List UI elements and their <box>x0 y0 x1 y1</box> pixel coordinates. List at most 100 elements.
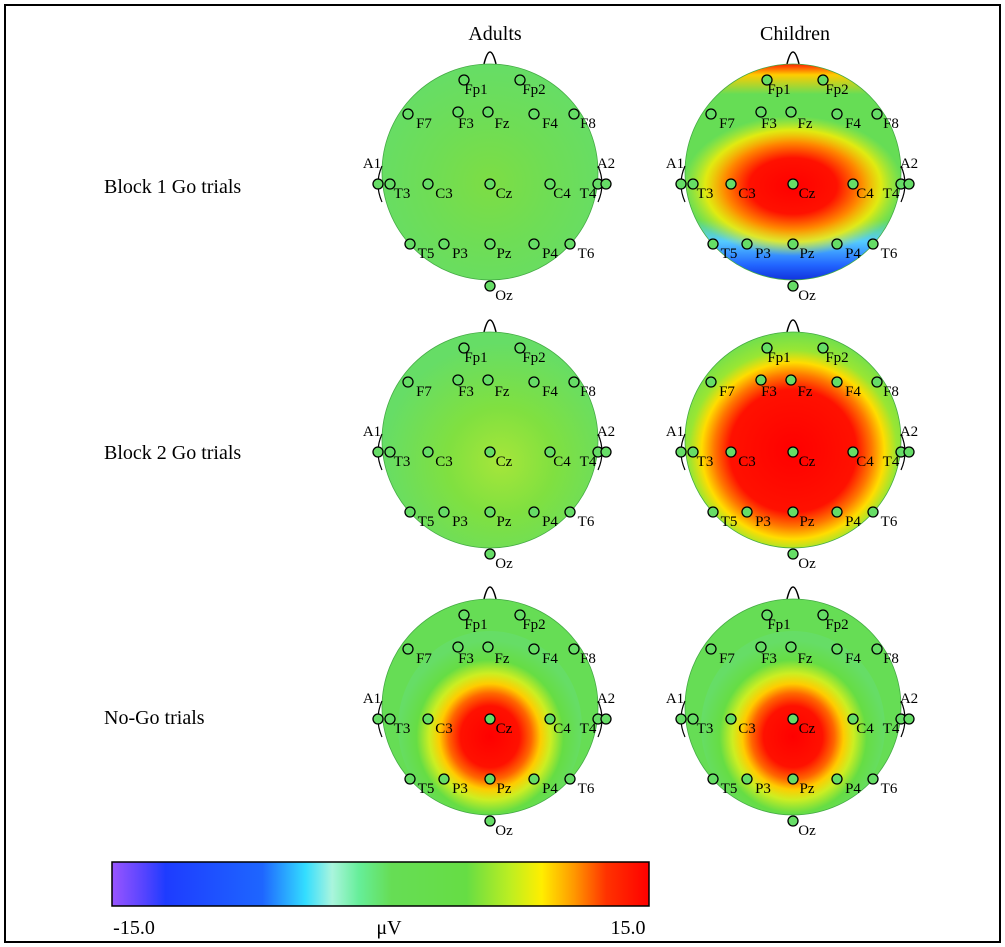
colorbar-min-label: -15.0 <box>113 917 155 939</box>
electrode-fp2-marker <box>514 342 526 354</box>
electrode-p3-marker <box>741 238 753 250</box>
electrode-t3-label: T3 <box>697 454 714 470</box>
electrode-fp1-label: Fp1 <box>767 350 790 366</box>
electrode-c3-label: C3 <box>738 454 756 470</box>
electrode-t3-marker <box>384 446 396 458</box>
electrode-c3-label: C3 <box>435 721 453 737</box>
electrode-oz-label: Oz <box>798 556 816 572</box>
electrode-c3-marker <box>422 446 434 458</box>
electrode-cz-marker <box>787 446 799 458</box>
electrode-t3-label: T3 <box>394 186 411 202</box>
electrode-pz-marker <box>484 773 496 785</box>
electrode-t5-marker <box>707 506 719 518</box>
electrode-a2-marker <box>600 178 612 190</box>
electrode-f7-label: F7 <box>416 651 432 667</box>
column-header-adults: Adults <box>468 23 522 45</box>
electrode-f7-label: F7 <box>416 384 432 400</box>
electrode-t3-marker <box>687 713 699 725</box>
electrode-fp2-marker <box>514 609 526 621</box>
electrode-f8-marker <box>871 376 883 388</box>
electrode-p4-marker <box>528 238 540 250</box>
electrode-t4-label: T4 <box>580 454 597 470</box>
electrode-c3-marker <box>725 178 737 190</box>
electrode-c3-marker <box>725 713 737 725</box>
electrode-t5-label: T5 <box>418 781 435 797</box>
electrode-a2-label: A2 <box>900 424 918 440</box>
electrode-p4-label: P4 <box>845 514 861 530</box>
electrode-fp2-label: Fp2 <box>522 350 545 366</box>
electrode-f3-label: F3 <box>458 116 474 132</box>
electrode-f4-marker <box>831 108 843 120</box>
electrode-a1-label: A1 <box>666 156 684 172</box>
electrode-a2-label: A2 <box>597 156 615 172</box>
electrode-f3-label: F3 <box>458 651 474 667</box>
row-label-nogo: No-Go trials <box>104 707 205 729</box>
electrode-c4-label: C4 <box>856 186 874 202</box>
electrode-t6-label: T6 <box>578 514 595 530</box>
electrode-a1-label: A1 <box>363 691 381 707</box>
electrode-a1-marker <box>372 178 384 190</box>
electrode-c3-label: C3 <box>738 721 756 737</box>
colorbar: -15.0 μV 15.0 <box>111 861 650 939</box>
electrode-f3-marker <box>452 374 464 386</box>
electrode-p4-label: P4 <box>845 246 861 262</box>
electrode-a1-label: A1 <box>666 691 684 707</box>
electrode-p3-marker <box>741 506 753 518</box>
electrode-p3-marker <box>438 773 450 785</box>
electrode-t5-marker <box>707 773 719 785</box>
electrode-t3-label: T3 <box>697 186 714 202</box>
electrode-t6-label: T6 <box>578 246 595 262</box>
electrode-p4-label: P4 <box>542 781 558 797</box>
electrode-p3-marker <box>438 238 450 250</box>
electrode-t5-marker <box>707 238 719 250</box>
electrode-a2-label: A2 <box>900 156 918 172</box>
electrode-c3-marker <box>422 178 434 190</box>
electrode-p3-marker <box>741 773 753 785</box>
electrode-p4-label: P4 <box>845 781 861 797</box>
electrode-pz-marker <box>484 238 496 250</box>
electrode-f3-label: F3 <box>761 651 777 667</box>
head-outline <box>684 331 902 549</box>
electrode-t6-marker <box>564 238 576 250</box>
electrode-pz-label: Pz <box>497 514 512 530</box>
electrode-cz-marker <box>484 446 496 458</box>
electrode-f8-marker <box>568 108 580 120</box>
electrode-a1-marker <box>675 178 687 190</box>
electrode-cz-label: Cz <box>799 721 816 737</box>
electrode-f3-marker <box>755 641 767 653</box>
electrode-t4-label: T4 <box>883 721 900 737</box>
electrode-c4-label: C4 <box>553 454 571 470</box>
electrode-fz-label: Fz <box>495 651 510 667</box>
electrode-f4-label: F4 <box>845 116 861 132</box>
electrode-fp2-marker <box>817 342 829 354</box>
electrode-t4-label: T4 <box>883 186 900 202</box>
electrode-a2-marker <box>600 713 612 725</box>
electrode-oz-label: Oz <box>798 823 816 839</box>
electrode-c3-marker <box>422 713 434 725</box>
electrode-pz-marker <box>787 238 799 250</box>
electrode-oz-marker <box>484 280 496 292</box>
electrode-a1-marker <box>675 713 687 725</box>
electrode-pz-label: Pz <box>497 781 512 797</box>
electrode-p4-label: P4 <box>542 514 558 530</box>
electrode-p4-marker <box>528 506 540 518</box>
electrode-fz-marker <box>482 641 494 653</box>
electrode-p4-label: P4 <box>542 246 558 262</box>
electrode-fp1-label: Fp1 <box>464 82 487 98</box>
electrode-f3-marker <box>755 374 767 386</box>
electrode-f7-label: F7 <box>719 116 735 132</box>
electrode-a1-marker <box>372 446 384 458</box>
electrode-f7-marker <box>402 108 414 120</box>
electrode-f4-label: F4 <box>845 651 861 667</box>
electrode-f8-marker <box>568 376 580 388</box>
electrode-t6-label: T6 <box>881 781 898 797</box>
electrode-fz-label: Fz <box>798 116 813 132</box>
electrode-cz-label: Cz <box>799 186 816 202</box>
electrode-fp1-marker <box>761 74 773 86</box>
electrode-f8-label: F8 <box>580 116 596 132</box>
electrode-c3-label: C3 <box>435 454 453 470</box>
electrode-f4-label: F4 <box>845 384 861 400</box>
electrode-f7-label: F7 <box>719 651 735 667</box>
